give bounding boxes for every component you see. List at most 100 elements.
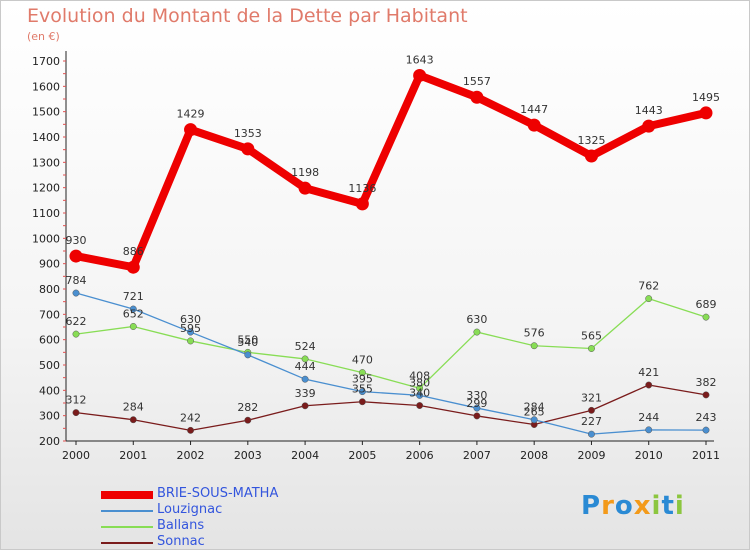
y-tick-label: 1000 [32,232,60,245]
x-tick-label: 2003 [234,449,262,462]
chart-title: Evolution du Montant de la Dette par Hab… [27,5,468,27]
data-point [244,416,252,424]
y-tick-label: 1400 [32,131,60,144]
series-line-sonnac [75,384,707,432]
data-point [530,416,538,424]
data-label: 395 [352,373,373,386]
data-point [72,289,80,297]
data-label: 762 [638,280,659,293]
data-label: 284 [524,401,545,414]
data-label: 1443 [635,104,663,117]
data-point [584,149,598,163]
data-point [699,106,713,120]
data-point [355,197,369,211]
logo-letter: i [651,491,662,521]
y-tick-label: 600 [39,334,60,347]
x-tick-label: 2008 [520,449,548,462]
series-line-ballans [75,297,707,389]
data-point [241,142,255,156]
data-label: 382 [696,376,717,389]
y-tick-label: 300 [39,410,60,423]
y-tick-label: 800 [39,283,60,296]
data-point [527,118,541,132]
data-point [184,123,198,137]
data-label: 524 [295,340,316,353]
data-point [416,402,424,409]
data-point [530,342,538,350]
data-point [244,351,252,359]
data-point [358,388,366,396]
data-label: 321 [581,391,602,404]
data-label: 1495 [692,91,720,104]
data-point [358,398,366,406]
logo-letter: i [674,491,685,521]
data-point [645,381,653,389]
data-point [358,369,366,377]
series-line-brie-sous-matha [72,71,710,272]
x-tick-label: 2004 [291,449,319,462]
legend-label: Ballans [157,518,205,533]
data-label: 312 [66,394,87,407]
data-point [187,328,194,336]
data-point [588,406,595,414]
data-point [702,391,710,399]
data-point [126,260,140,274]
data-label: 652 [123,307,144,320]
x-tick-label: 2011 [692,449,720,462]
data-point [473,412,481,420]
proxiti-logo: Proxiti [581,491,685,521]
data-label: 444 [295,360,316,373]
data-label: 408 [409,369,430,382]
data-label: 243 [696,411,717,424]
data-point [645,426,653,434]
data-point [129,323,137,330]
logo-letter: r [601,491,615,521]
data-label: 1325 [577,134,605,147]
y-tick-label: 500 [39,359,60,372]
data-label: 886 [123,245,144,258]
y-tick-label: 1100 [32,207,60,220]
data-point [473,328,481,336]
y-tick-label: 1200 [32,182,60,195]
data-point [642,119,656,133]
data-label: 1429 [177,108,205,121]
data-label: 242 [180,411,201,424]
data-label: 282 [237,401,258,414]
data-point [588,345,595,352]
data-point [187,426,194,434]
legend-label: Louzignac [157,502,223,517]
data-point [645,295,653,303]
series-line-louzignac [75,292,707,435]
y-tick-label: 700 [39,308,60,321]
data-label: 355 [352,383,373,396]
data-label: 1198 [291,166,319,179]
data-point [473,404,481,412]
x-tick-label: 2005 [348,449,376,462]
data-point [301,375,309,383]
data-label: 1643 [406,53,434,66]
data-label: 284 [123,401,144,414]
data-label: 470 [352,354,373,367]
data-label: 380 [409,376,430,389]
data-point [413,68,427,82]
x-tick-label: 2006 [406,449,434,462]
y-tick-label: 1300 [32,156,60,169]
x-tick-label: 2009 [577,449,605,462]
data-label: 421 [638,366,659,379]
data-label: 689 [696,298,717,311]
data-point [301,355,309,363]
data-label: 576 [524,327,545,340]
data-label: 227 [581,415,602,428]
x-tick-label: 2000 [62,449,90,462]
legend-swatch [101,542,153,544]
data-point [129,416,137,424]
x-tick-label: 2001 [119,449,147,462]
chart-subtitle: (en €) [27,30,60,43]
x-tick-label: 2010 [635,449,663,462]
data-label: 565 [581,330,602,343]
data-label: 1353 [234,127,262,140]
data-label: 330 [466,389,487,402]
logo-letter: t [661,491,675,521]
